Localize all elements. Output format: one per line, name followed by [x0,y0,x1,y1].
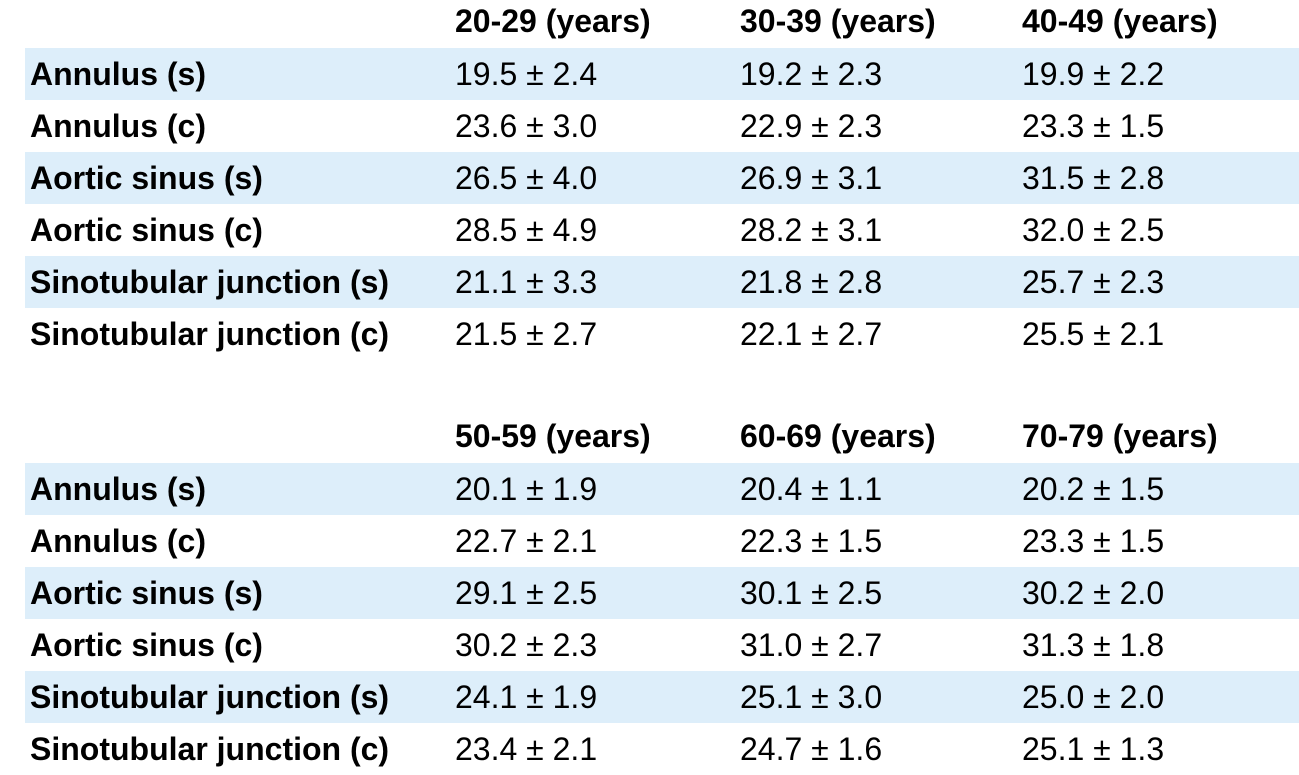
table-ages-50-79: 50-59 (years) 60-69 (years) 70-79 (years… [0,415,1299,775]
row-label: Aortic sinus (s) [30,159,263,196]
row-label: Annulus (c) [30,107,206,144]
table-header-row: 20-29 (years) 30-39 (years) 40-49 (years… [0,0,1299,48]
column-header: 70-79 (years) [1022,418,1218,454]
table-cell: 23.3 ± 1.5 [1022,107,1165,144]
table-row: Sinotubular junction (s) 24.1 ± 1.9 25.1… [0,671,1299,723]
table-cell: 32.0 ± 2.5 [1022,211,1165,248]
table-row: Sinotubular junction (s) 21.1 ± 3.3 21.8… [0,256,1299,308]
row-label: Annulus (s) [30,55,206,92]
column-header: 20-29 (years) [455,3,651,39]
table-cell: 21.1 ± 3.3 [455,263,598,300]
table-cell: 25.1 ± 3.0 [740,678,883,715]
row-label: Annulus (s) [30,470,206,507]
row-label: Sinotubular junction (c) [30,315,390,352]
table-cell: 19.9 ± 2.2 [1022,55,1165,92]
table-cell: 23.3 ± 1.5 [1022,522,1165,559]
table-row: Sinotubular junction (c) 21.5 ± 2.7 22.1… [0,308,1299,360]
table-row: Annulus (c) 23.6 ± 3.0 22.9 ± 2.3 23.3 ±… [0,100,1299,152]
row-label: Sinotubular junction (s) [30,678,390,715]
table-cell: 22.7 ± 2.1 [455,522,598,559]
table-cell: 20.4 ± 1.1 [740,470,883,507]
table-row: Sinotubular junction (c) 23.4 ± 2.1 24.7… [0,723,1299,775]
column-header: 40-49 (years) [1022,3,1218,39]
row-label: Aortic sinus (c) [30,211,263,248]
column-header: 30-39 (years) [740,3,936,39]
table-cell: 22.9 ± 2.3 [740,107,883,144]
table-cell: 24.1 ± 1.9 [455,678,598,715]
table-cell: 22.1 ± 2.7 [740,315,883,352]
table-cell: 26.9 ± 3.1 [740,159,883,196]
table-row: Aortic sinus (c) 28.5 ± 4.9 28.2 ± 3.1 3… [0,204,1299,256]
table-row: Aortic sinus (s) 29.1 ± 2.5 30.1 ± 2.5 3… [0,567,1299,619]
table-cell: 30.2 ± 2.3 [455,626,598,663]
table-cell: 21.8 ± 2.8 [740,263,883,300]
table-header-row: 50-59 (years) 60-69 (years) 70-79 (years… [0,415,1299,463]
table-cell: 20.1 ± 1.9 [455,470,598,507]
table-cell: 28.2 ± 3.1 [740,211,883,248]
table-cell: 22.3 ± 1.5 [740,522,883,559]
table-cell: 31.0 ± 2.7 [740,626,883,663]
row-label: Sinotubular junction (c) [30,730,390,767]
table-cell: 30.2 ± 2.0 [1022,574,1165,611]
table-cell: 25.0 ± 2.0 [1022,678,1165,715]
table-cell: 23.4 ± 2.1 [455,730,598,767]
table-cell: 19.5 ± 2.4 [455,55,598,92]
table-cell: 29.1 ± 2.5 [455,574,598,611]
table-cell: 20.2 ± 1.5 [1022,470,1165,507]
row-label: Annulus (c) [30,522,206,559]
column-header: 50-59 (years) [455,418,651,454]
table-cell: 21.5 ± 2.7 [455,315,598,352]
table-cell: 26.5 ± 4.0 [455,159,598,196]
table-cell: 25.7 ± 2.3 [1022,263,1165,300]
table-cell: 24.7 ± 1.6 [740,730,883,767]
table-cell: 25.5 ± 2.1 [1022,315,1165,352]
table-cell: 30.1 ± 2.5 [740,574,883,611]
table-row: Aortic sinus (s) 26.5 ± 4.0 26.9 ± 3.1 3… [0,152,1299,204]
column-header: 60-69 (years) [740,418,936,454]
row-label: Sinotubular junction (s) [30,263,390,300]
table-row: Annulus (s) 19.5 ± 2.4 19.2 ± 2.3 19.9 ±… [0,48,1299,100]
table-cell: 25.1 ± 1.3 [1022,730,1165,767]
table-row: Annulus (s) 20.1 ± 1.9 20.4 ± 1.1 20.2 ±… [0,463,1299,515]
table-cell: 23.6 ± 3.0 [455,107,598,144]
table-row: Annulus (c) 22.7 ± 2.1 22.3 ± 1.5 23.3 ±… [0,515,1299,567]
row-label: Aortic sinus (s) [30,574,263,611]
table-cell: 31.3 ± 1.8 [1022,626,1165,663]
table-cell: 31.5 ± 2.8 [1022,159,1165,196]
table-cell: 19.2 ± 2.3 [740,55,883,92]
table-row: Aortic sinus (c) 30.2 ± 2.3 31.0 ± 2.7 3… [0,619,1299,671]
table-cell: 28.5 ± 4.9 [455,211,598,248]
row-label: Aortic sinus (c) [30,626,263,663]
table-ages-20-49: 20-29 (years) 30-39 (years) 40-49 (years… [0,0,1299,360]
